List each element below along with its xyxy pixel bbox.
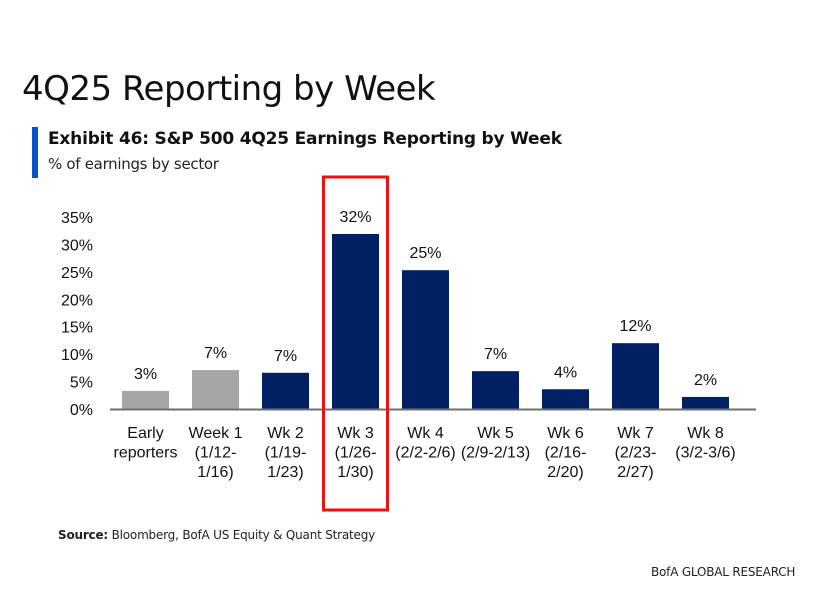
x-tick-label: Wk 6 (2/16-2/20) — [545, 425, 587, 481]
y-tick-label: 0% — [70, 402, 93, 419]
data-label: 2% — [694, 372, 717, 389]
data-label: 7% — [204, 345, 227, 362]
x-axis-labels: Early reporters Week 1 (1/12-1/16) Wk 2 (1/19… — [113, 425, 735, 481]
source-note: Source: Bloomberg, BofA US Equity & Quan… — [58, 528, 375, 542]
bar — [262, 372, 309, 409]
y-tick-label: 35% — [61, 210, 93, 227]
x-tick-label: Wk 5 (2/9-2/13) — [461, 425, 530, 462]
highlight-box — [322, 175, 389, 512]
bar — [682, 396, 729, 409]
y-tick-label: 10% — [61, 347, 93, 364]
y-axis: 0% 5% 10% 15% 20% 25% 30% 35% — [61, 210, 93, 419]
exhibit-title: Exhibit 46: S&P 500 4Q25 Earnings Report… — [48, 129, 562, 149]
y-tick-label: 20% — [61, 292, 93, 309]
data-labels-group: 3% 7% 7% 32% 25% 7% 4% 12% 2% — [134, 209, 717, 389]
source-text: Bloomberg, BofA US Equity & Quant Strate… — [108, 528, 376, 542]
x-tick-label: Early reporters — [113, 425, 177, 462]
bar — [542, 389, 589, 409]
data-label: 7% — [274, 348, 297, 365]
y-tick-label: 15% — [61, 320, 93, 337]
data-label: 4% — [554, 364, 577, 381]
bar — [472, 371, 519, 409]
y-tick-label: 5% — [70, 375, 93, 392]
bar — [122, 390, 169, 409]
data-label: 25% — [409, 245, 441, 262]
x-tick-label: Wk 7 (2/23-2/27) — [615, 425, 657, 481]
x-tick-label: Wk 8 (3/2-3/6) — [675, 425, 735, 462]
footer-brand: BofA GLOBAL RESEARCH — [651, 565, 796, 579]
source-label: Source: — [58, 528, 108, 542]
data-label: 3% — [134, 366, 157, 383]
exhibit-subtitle: % of earnings by sector — [48, 155, 219, 173]
data-label: 32% — [339, 209, 371, 226]
bar — [612, 343, 659, 409]
y-tick-label: 25% — [61, 265, 93, 282]
exhibit-accent-bar — [32, 127, 38, 178]
y-tick-label: 30% — [61, 237, 93, 254]
x-tick-label: Week 1 (1/12-1/16) — [189, 425, 243, 481]
page-title: 4Q25 Reporting by Week — [22, 69, 436, 109]
bar — [192, 370, 239, 409]
bar — [402, 270, 449, 409]
bars-group — [122, 234, 729, 409]
x-tick-label: Wk 4 (2/2-2/6) — [395, 425, 455, 462]
data-label: 7% — [484, 346, 507, 363]
x-tick-label: Wk 3 (1/26-1/30) — [335, 425, 377, 481]
data-label: 12% — [619, 318, 651, 335]
x-tick-label: Wk 2 (1/19-1/23) — [265, 425, 307, 481]
bar — [332, 234, 379, 409]
